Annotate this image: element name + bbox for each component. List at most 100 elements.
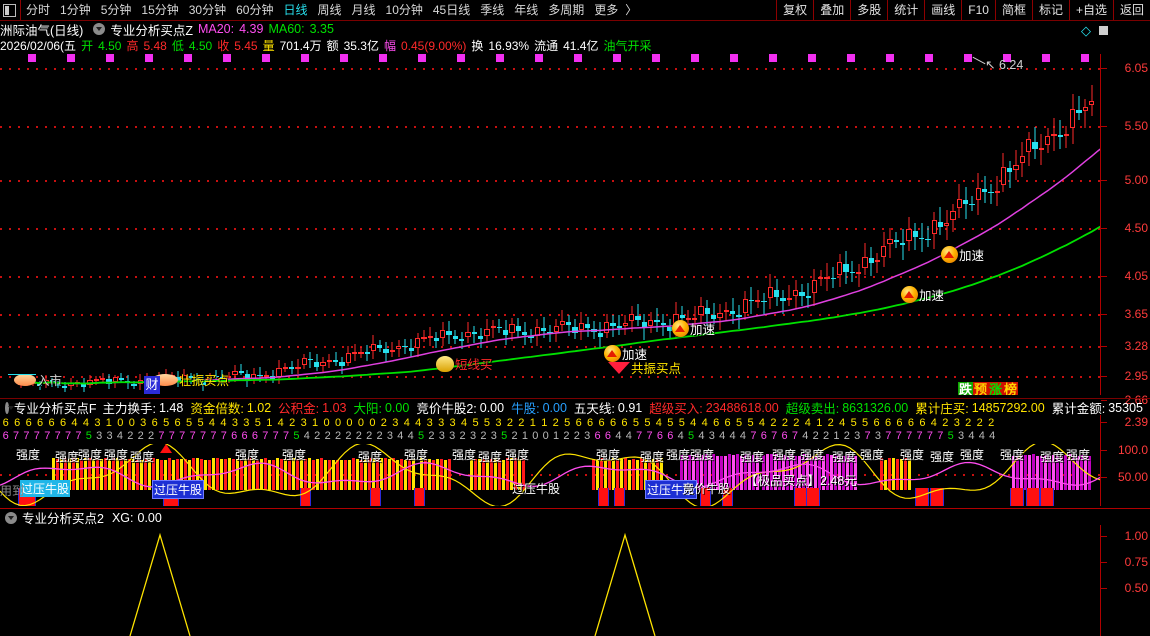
price-axis-label-5: 3.65 — [1125, 308, 1148, 320]
quote-header-line2: 2026/02/06(五 开 4.50 高 5.48 低 4.50 收 5.45… — [0, 38, 656, 53]
strength-label-17: 强度 — [772, 446, 796, 463]
accelerate-marker-3: 加速 — [901, 285, 944, 304]
digit-top: 3 — [447, 417, 458, 430]
digit-bottom: 4 — [986, 430, 997, 443]
period-tab-1[interactable]: 1分钟 — [55, 0, 96, 20]
high-label: 高 — [126, 37, 138, 54]
period-tab-3[interactable]: 15分钟 — [136, 0, 183, 20]
coin-icon — [436, 356, 454, 372]
ma60-label: MA60: — [268, 22, 304, 36]
indicator-pane3-axis: 1.00 0.75 0.50 — [1100, 525, 1150, 636]
toolbar-button-+自选[interactable]: +自选 — [1069, 0, 1113, 20]
digit-row-bottom: 6777777753342227777777666777542222222344… — [0, 430, 1100, 443]
change-value: 0.45(9.00%) — [401, 39, 466, 53]
pane3-axis-tick-2 — [1101, 588, 1107, 589]
pane2-field-label-6: 五天线: — [574, 398, 615, 417]
pane3-axis-tick-1 — [1101, 562, 1107, 563]
digit-top: 1 — [264, 417, 275, 430]
period-tab-8[interactable]: 月线 — [347, 0, 381, 20]
indicator-name-f[interactable]: 专业分析买点F — [14, 398, 97, 417]
up-arrow-icon — [160, 444, 172, 453]
ma20-value: 4.39 — [239, 22, 263, 36]
chevron-down-icon[interactable] — [93, 23, 105, 35]
accelerate-marker-2: 加速 — [672, 319, 715, 338]
digit-top: 2 — [779, 417, 790, 430]
period-tab-4[interactable]: 30分钟 — [184, 0, 231, 20]
accelerate-marker-3-label: 加速 — [919, 285, 944, 304]
toolbar-button-标记[interactable]: 标记 — [1032, 0, 1069, 20]
pane2-field-label-4: 竞价牛股2: — [416, 398, 476, 417]
toolbar-button-复权[interactable]: 复权 — [776, 0, 813, 20]
panel-layout-icon[interactable] — [3, 4, 16, 17]
amount-value: 35.3亿 — [344, 37, 379, 54]
strength-label-14: 强度 — [666, 446, 690, 463]
strength-label-0: 强度 — [16, 446, 40, 463]
price-axis-label-1: 5.50 — [1125, 120, 1148, 132]
period-tab-15[interactable]: 〉 — [623, 0, 643, 20]
period-tab-6[interactable]: 日线 — [278, 0, 312, 20]
price-chart[interactable]: 加速 加速 加速 加速 ↖ 6.24 短线买 共振买点 壮振买点财入市跌预涨榜 — [0, 54, 1100, 395]
digit-top: 2 — [768, 417, 779, 430]
digit-top: 3 — [493, 417, 504, 430]
digit-top: 6 — [710, 417, 721, 430]
digit-top: 6 — [0, 417, 11, 430]
strength-label-4: 强度 — [130, 448, 154, 465]
accelerate-marker-4: 加速 — [941, 245, 984, 264]
indicator-pane3-chart[interactable] — [0, 525, 1100, 636]
toolbar-button-画线[interactable]: 画线 — [924, 0, 961, 20]
period-tab-5[interactable]: 60分钟 — [231, 0, 278, 20]
cai-badge: 财 — [144, 376, 160, 394]
toolbar-button-F10[interactable]: F10 — [961, 0, 995, 20]
chevron-down-icon-2[interactable] — [5, 402, 9, 414]
short-buy-label: 短线买 — [455, 354, 493, 373]
period-tab-12[interactable]: 年线 — [509, 0, 543, 20]
chevron-down-icon-3[interactable] — [5, 512, 17, 524]
pane2-field-value-8: 8631326.00 — [842, 401, 908, 415]
toolbar-button-叠加[interactable]: 叠加 — [813, 0, 850, 20]
period-tab-0[interactable]: 分时 — [21, 0, 55, 20]
digit-rows: 6666664431003656554433514231000002344333… — [0, 417, 1100, 443]
volume-value: 701.4万 — [280, 37, 322, 54]
float-value: 41.4亿 — [563, 37, 598, 54]
digit-top: 2 — [504, 417, 515, 430]
strength-label-1: 强度 — [55, 448, 79, 465]
indicator-pane2-chart[interactable]: 强度 强度 强度 强度 强度 强度 强度 强度 强度 强度 强度 强度 强度 强度 强度 强度 强度 强度 强度 强度… — [0, 444, 1100, 506]
digit-top: 6 — [894, 417, 905, 430]
price-axis: 6.05 5.50 5.00 4.50 4.05 3.65 3.28 2.95 2.66 2.39 — [1100, 54, 1150, 395]
toolbar-button-多股[interactable]: 多股 — [850, 0, 887, 20]
digit-top: 5 — [859, 417, 870, 430]
digit-top: 5 — [160, 417, 171, 430]
digit-top: 3 — [435, 417, 446, 430]
pane3-lines — [0, 525, 1100, 636]
toolbar-button-统计[interactable]: 统计 — [887, 0, 924, 20]
toolbar-button-简框[interactable]: 简框 — [995, 0, 1032, 20]
digit-top: 4 — [401, 417, 412, 430]
period-tab-7[interactable]: 周线 — [312, 0, 346, 20]
period-tab-2[interactable]: 5分钟 — [96, 0, 137, 20]
rank-badge: 跌预涨榜 — [958, 379, 1018, 395]
resonance-buy-label: 共振买点 — [631, 358, 681, 377]
indicator-name-main[interactable]: 专业分析买点Z — [110, 20, 193, 39]
digit-top: 2 — [825, 417, 836, 430]
period-tab-14[interactable]: 更多 — [589, 0, 623, 20]
period-tab-9[interactable]: 10分钟 — [381, 0, 428, 20]
stock-name[interactable]: 洲际油气(日线) — [0, 20, 83, 39]
digit-top: 5 — [665, 417, 676, 430]
digit-top: 6 — [584, 417, 595, 430]
digit-top: 3 — [138, 417, 149, 430]
period-tab-13[interactable]: 多周期 — [543, 0, 589, 20]
digit-top: 2 — [791, 417, 802, 430]
volume-label: 量 — [263, 37, 275, 54]
change-label: 幅 — [384, 37, 396, 54]
top-toolbar: 分时 1分钟 5分钟 15分钟 30分钟 60分钟 日线 周线 月线 10分钟 45日线 季线 年线 多周… — [0, 0, 1150, 21]
digit-top: 6 — [573, 417, 584, 430]
toolbar-button-返回[interactable]: 返回 — [1113, 0, 1150, 20]
pane2-field-value-7: 23488618.00 — [706, 401, 779, 415]
overload-label-1: 过压牛股 — [20, 480, 70, 497]
period-tab-10[interactable]: 45日线 — [428, 0, 475, 20]
amount-label: 额 — [327, 37, 339, 54]
rank-badge-char-2: 涨 — [988, 382, 1003, 395]
strength-label-21: 强度 — [900, 446, 924, 463]
period-tab-11[interactable]: 季线 — [475, 0, 509, 20]
trading-terminal: 分时 1分钟 5分钟 15分钟 30分钟 60分钟 日线 周线 月线 10分钟 45日线 季线 年线 多周… — [0, 0, 1150, 636]
